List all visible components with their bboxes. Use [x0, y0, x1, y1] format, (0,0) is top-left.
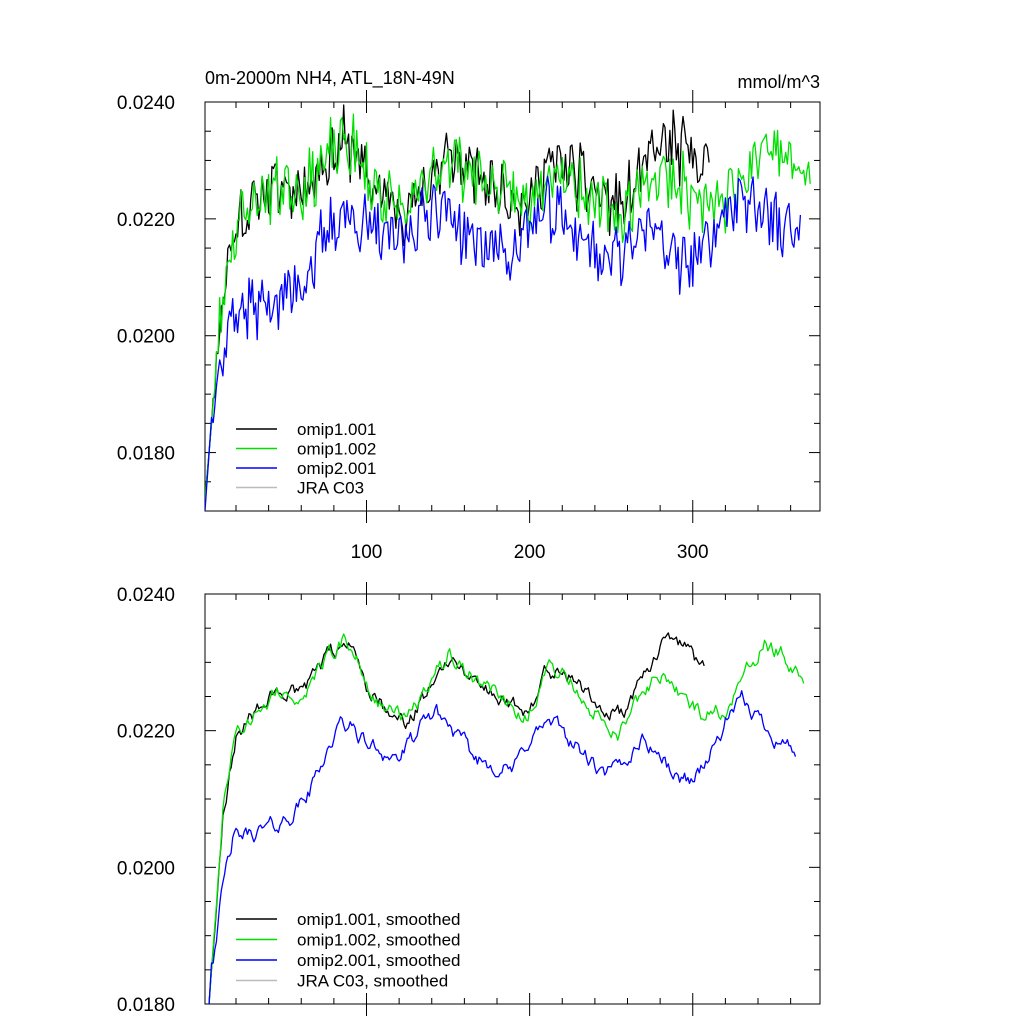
series-line-omip2-001-smoothed [208, 690, 797, 1004]
bottom-chart: 0.0180 0.0200 0.0220 0.0240 omip1.001, smoot… [117, 582, 821, 1016]
legend-label: omip1.001 [297, 420, 376, 439]
legend-label: omip2.001, smoothed [297, 951, 461, 970]
x-tick-label: 300 [677, 542, 709, 563]
y-tick-label: 0.0200 [117, 327, 175, 348]
legend-label: omip1.002, smoothed [297, 931, 461, 950]
y-tick-label: 0.0200 [117, 858, 175, 879]
y-tick-label: 0.0220 [117, 210, 175, 231]
y-tick-label: 0.0240 [117, 585, 175, 606]
series-line-omip1-002-smoothed [208, 633, 805, 1004]
top-chart: 0m-2000m NH4, ATL_18N-49N mmol/m^3 0.018… [117, 68, 821, 563]
legend-label: JRA C03 [297, 479, 364, 498]
top-chart-title: 0m-2000m NH4, ATL_18N-49N [205, 68, 455, 89]
x-tick-label: 100 [351, 542, 383, 563]
x-tick-label: 200 [514, 542, 546, 563]
top-chart-units: mmol/m^3 [738, 72, 820, 92]
y-tick-label: 0.0180 [117, 444, 175, 465]
y-tick-label: 0.0220 [117, 722, 175, 743]
legend-label: omip1.001, smoothed [297, 910, 461, 929]
series-line-omip1-001-smoothed [208, 632, 705, 1004]
legend-label: omip2.001 [297, 459, 376, 478]
y-tick-label: 0.0240 [117, 93, 175, 114]
series-line-omip2-001 [205, 175, 802, 511]
legend-label: omip1.002 [297, 440, 376, 459]
y-tick-label: 0.0180 [117, 995, 175, 1016]
series-line-omip1-002 [205, 113, 811, 500]
legend-label: JRA C03, smoothed [297, 972, 448, 991]
